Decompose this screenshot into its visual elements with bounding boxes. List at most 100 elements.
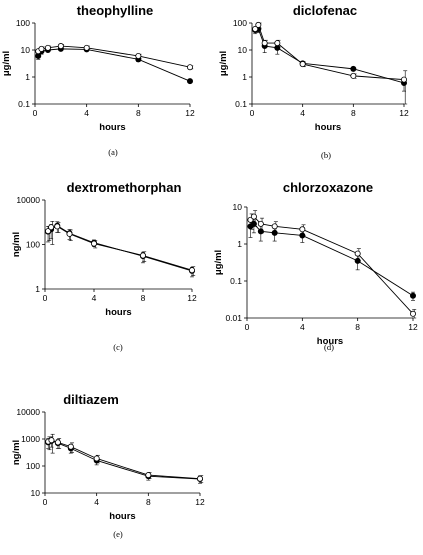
data-point-open	[93, 455, 100, 462]
data-point-open	[354, 250, 361, 257]
x-axis-label: hours	[99, 122, 125, 133]
series-filled	[247, 217, 416, 301]
x-tick-label: 8	[355, 322, 360, 332]
data-point-open	[66, 230, 73, 237]
series-open	[45, 221, 196, 276]
data-point-open	[44, 44, 51, 51]
x-tick-label: 8	[141, 293, 146, 303]
data-point-open	[350, 72, 357, 79]
data-point-open	[400, 76, 407, 83]
panel-label: (b)	[321, 150, 331, 160]
x-tick-label: 0	[250, 108, 255, 118]
y-tick-label: 1	[242, 72, 247, 82]
data-point-open	[274, 40, 281, 47]
x-tick-label: 0	[43, 497, 48, 507]
data-point-open	[261, 40, 268, 47]
x-tick-label: 4	[300, 322, 305, 332]
series-filled	[45, 221, 195, 278]
data-point-open	[45, 228, 52, 235]
data-point-open	[188, 267, 195, 274]
data-point-open	[83, 44, 90, 51]
data-point-filled	[186, 78, 193, 85]
panel-label: (c)	[113, 342, 123, 352]
data-point-open	[257, 220, 264, 227]
x-axis-label: hours	[109, 511, 135, 522]
chart-title: diclofenac	[293, 3, 357, 18]
y-tick-label: 10	[21, 45, 31, 55]
data-point-filled	[409, 292, 416, 299]
series-line	[255, 28, 405, 84]
data-point-open	[409, 310, 416, 317]
y-tick-label: 1	[35, 284, 40, 294]
y-tick-label: 10	[238, 45, 248, 55]
chart-title: theophylline	[77, 3, 154, 18]
y-axis-label: μg/ml	[213, 250, 224, 275]
panel-label: (e)	[113, 529, 123, 539]
data-point-open	[271, 223, 278, 230]
x-tick-label: 12	[187, 293, 197, 303]
series-open	[252, 21, 408, 105]
y-tick-label: 10	[31, 488, 41, 498]
y-tick-label: 10000	[16, 195, 40, 205]
series-open	[35, 43, 194, 71]
y-axis-label: ng/ml	[11, 232, 22, 257]
x-tick-label: 4	[92, 293, 97, 303]
chart-title: dextromethorphan	[67, 180, 182, 195]
y-tick-label: 100	[26, 240, 40, 250]
chart-panel-4: chlorzoxazone 0.01 0.1 1 10 0 4 8 12 hours μg/ml (d…	[213, 180, 418, 352]
panel-label: (d)	[324, 342, 334, 352]
data-point-open	[299, 226, 306, 233]
y-tick-label: 100	[26, 461, 40, 471]
x-tick-label: 8	[136, 108, 141, 118]
x-tick-label: 12	[408, 322, 418, 332]
chart-panel-2: diclofenac 0.1 1 10 100 0 4 8 12 hours μg/ml (b)	[218, 3, 409, 160]
y-tick-label: 1	[25, 72, 30, 82]
data-point-open	[135, 52, 142, 59]
series-filled	[252, 25, 407, 92]
data-point-open	[48, 224, 55, 231]
chart-title: diltiazem	[63, 392, 119, 407]
data-point-open	[38, 45, 45, 52]
data-point-open	[48, 437, 55, 444]
y-axis-label: μg/ml	[218, 51, 229, 76]
y-tick-label: 0.1	[18, 99, 30, 109]
x-tick-label: 0	[33, 108, 38, 118]
data-point-open	[54, 223, 61, 230]
data-point-filled	[350, 65, 357, 72]
x-tick-label: 8	[146, 497, 151, 507]
x-axis-label: hours	[317, 336, 343, 347]
y-tick-label: 10	[233, 202, 243, 212]
data-point-open	[145, 472, 152, 479]
y-tick-label: 1000	[21, 434, 40, 444]
chart-panel-1: theophylline 0.1 1 10 100 0 4 8 12 hours μg/ml (a)	[1, 3, 195, 157]
data-point-open	[67, 443, 74, 450]
x-tick-label: 12	[195, 497, 205, 507]
y-tick-label: 10000	[16, 407, 40, 417]
series-open	[45, 433, 204, 484]
x-tick-label: 0	[43, 293, 48, 303]
chart-panel-3: dextromethorphan 1 100 10000 0 4 8 12 hours ng/ml…	[11, 180, 197, 352]
y-tick-label: 0.1	[230, 276, 242, 286]
series-filled	[45, 436, 203, 484]
data-point-open	[299, 61, 306, 68]
x-tick-label: 8	[351, 108, 356, 118]
y-tick-label: 0.1	[235, 99, 247, 109]
data-point-open	[57, 43, 64, 50]
chart-title: chlorzoxazone	[283, 180, 373, 195]
x-tick-label: 0	[245, 322, 250, 332]
y-tick-label: 100	[233, 18, 247, 28]
x-tick-label: 4	[300, 108, 305, 118]
y-axis-label: ng/ml	[11, 440, 22, 465]
x-tick-label: 4	[94, 497, 99, 507]
data-point-open	[139, 252, 146, 259]
series-open	[247, 210, 417, 319]
chart-panel-5: diltiazem 10 100 1000 10000 0 4 8 12 hours ng/ml (e…	[11, 392, 205, 539]
data-point-open	[250, 213, 257, 220]
x-axis-label: hours	[105, 307, 131, 318]
series-line	[37, 48, 191, 82]
y-axis-label: μg/ml	[1, 51, 12, 76]
data-point-open	[196, 475, 203, 482]
x-tick-label: 12	[399, 108, 409, 118]
y-tick-label: 1	[237, 239, 242, 249]
